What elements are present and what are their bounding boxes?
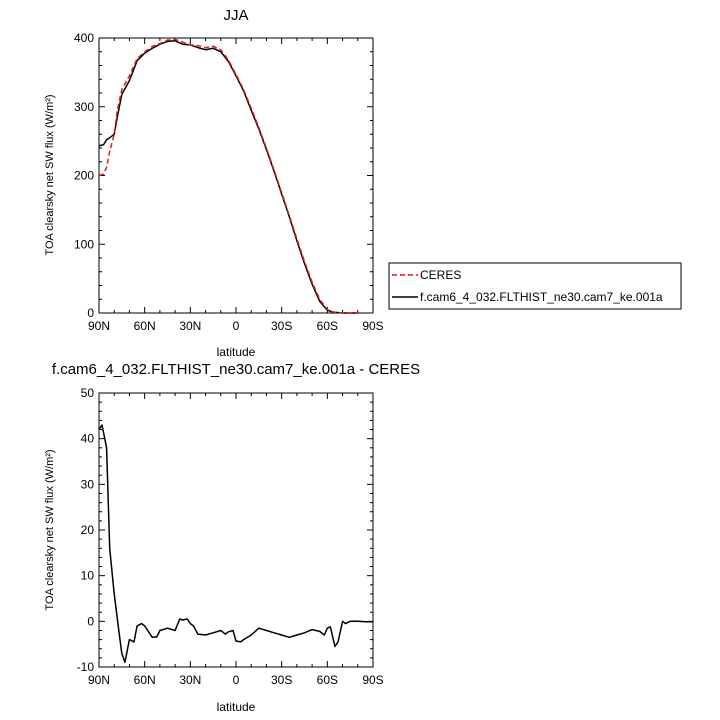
bottom-plot-frame [98, 392, 374, 668]
bottom-y-tick-label: 30 [81, 477, 95, 491]
bottom-panel: f.cam6_4_032.FLTHIST_ne30.cam7_ke.001a -… [44, 361, 420, 714]
top-x-tick-label: 60N [134, 319, 156, 333]
top-y-tick-label: 0 [87, 306, 94, 320]
bottom-y-tick-label: 40 [81, 432, 95, 446]
bottom-y-tick-label: 0 [87, 614, 94, 628]
bottom-chart-title: f.cam6_4_032.FLTHIST_ne30.cam7_ke.001a -… [52, 361, 420, 378]
top-y-tick-label: 400 [74, 31, 94, 45]
top-x-tick-label: 30N [179, 319, 201, 333]
top-series-line-0 [98, 38, 358, 314]
bottom-y-tick-label: 20 [81, 523, 95, 537]
bottom-x-tick-label: 90N [88, 673, 110, 687]
top-plot-frame [98, 37, 374, 314]
bottom-x-tick-label: 0 [233, 673, 240, 687]
bottom-y-tick-label: 10 [81, 569, 95, 583]
top-x-tick-label: 30S [271, 319, 292, 333]
bottom-y-tick-label: 50 [81, 386, 95, 400]
bottom-y-axis-label: TOA clearsky net SW flux (W/m²) [44, 449, 56, 610]
bottom-x-axis-label: latitude [217, 700, 256, 714]
top-plot-area: 0 100 200 300 400 90N 60N 30N 0 30S 60S 90S [74, 31, 384, 333]
top-chart-title: JJA [223, 7, 248, 24]
top-y-tick-label: 100 [74, 237, 94, 251]
top-series-line-1 [98, 40, 358, 314]
top-y-tick-label: 300 [74, 100, 94, 114]
bottom-x-tick-label: 30N [179, 673, 201, 687]
legend-box [388, 262, 682, 310]
legend-label-model: f.cam6_4_032.FLTHIST_ne30.cam7_ke.001a [420, 290, 663, 304]
top-y-tick-label: 200 [74, 169, 94, 183]
bottom-x-tick-label: 90S [362, 673, 383, 687]
bottom-plot-area: -10 0 10 20 30 40 50 90N 60N 30N 0 30S 60S 90S [77, 386, 384, 687]
top-x-tick-label: 0 [233, 319, 240, 333]
top-x-axis-label: latitude [217, 345, 256, 359]
top-y-axis-label: TOA clearsky net SW flux (W/m²) [44, 94, 56, 255]
bottom-x-tick-label: 30S [271, 673, 292, 687]
top-x-tick-label: 90S [362, 319, 383, 333]
bottom-x-tick-label: 60N [134, 673, 156, 687]
bottom-series-line-0 [98, 424, 373, 664]
top-panel: JJA TOA clearsky net SW flux (W/m²) lati… [44, 7, 384, 359]
top-x-tick-label: 90N [88, 319, 110, 333]
legend: CERES f.cam6_4_032.FLTHIST_ne30.cam7_ke.… [388, 262, 682, 310]
top-x-tick-label: 60S [317, 319, 338, 333]
bottom-y-tick-label: -10 [77, 660, 95, 674]
legend-label-ceres: CERES [420, 268, 461, 282]
bottom-x-tick-label: 60S [317, 673, 338, 687]
